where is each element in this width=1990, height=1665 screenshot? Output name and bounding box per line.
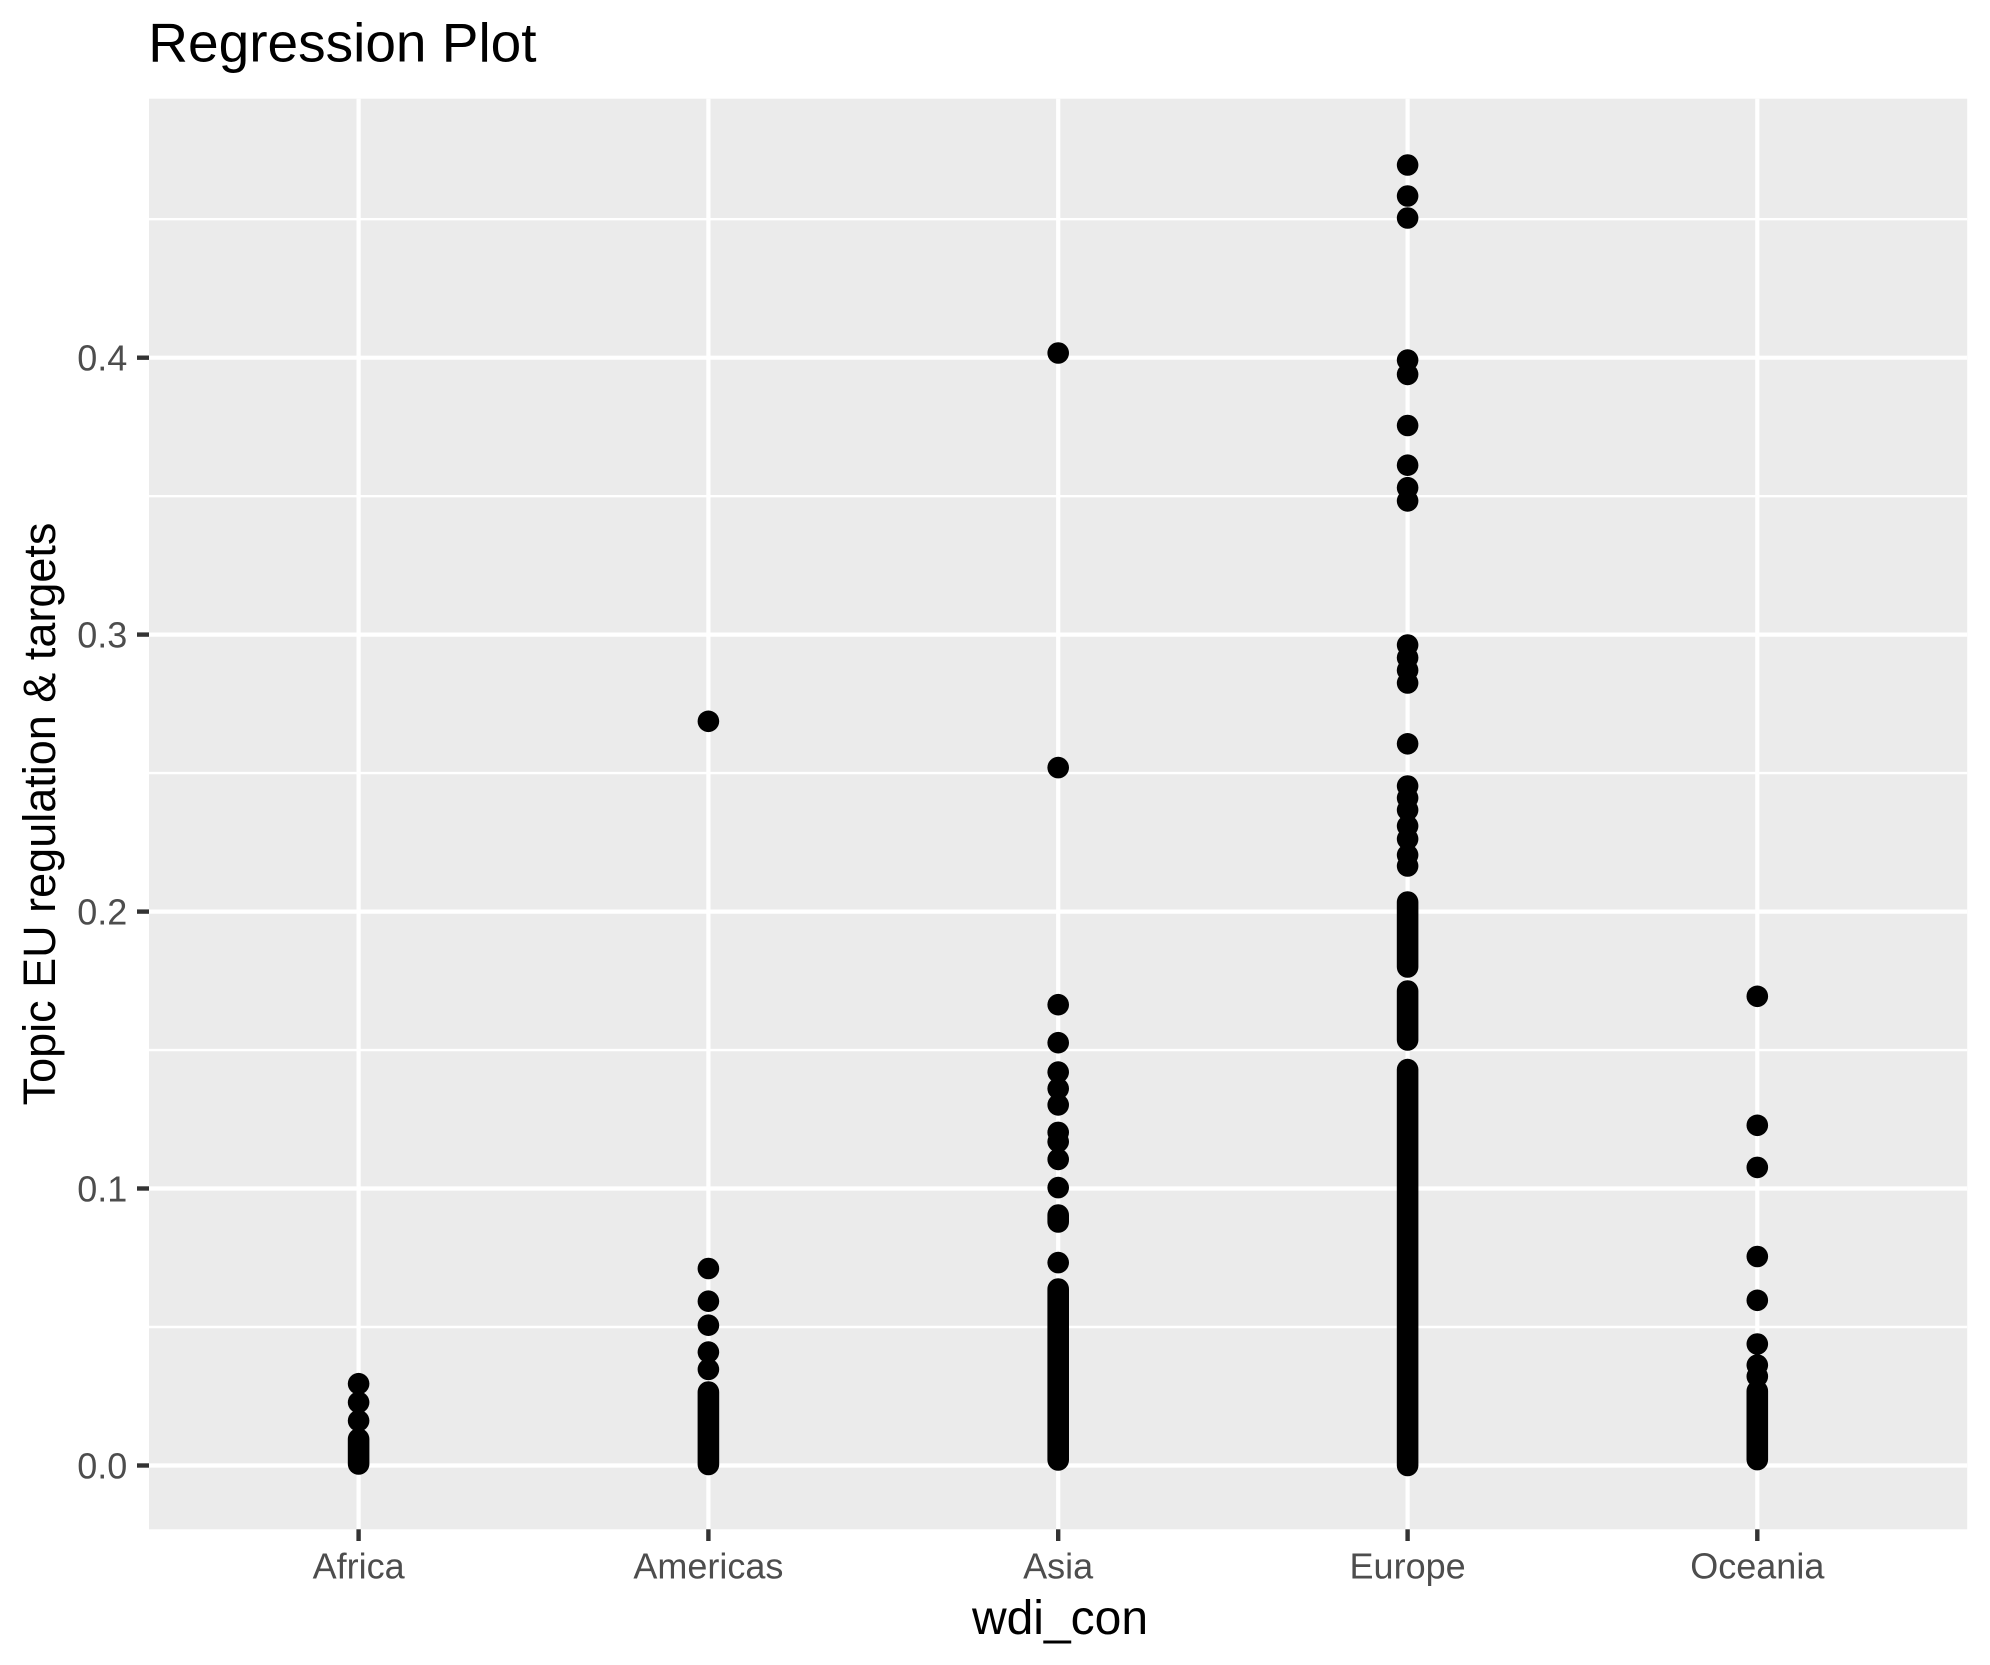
svg-text:Regression Plot: Regression Plot: [148, 12, 536, 74]
svg-text:Oceania: Oceania: [1690, 1546, 1825, 1587]
svg-text:0.3: 0.3: [77, 615, 127, 656]
svg-text:Topic EU regulation & targets: Topic EU regulation & targets: [14, 523, 65, 1106]
svg-text:Asia: Asia: [1023, 1546, 1094, 1587]
svg-text:0.1: 0.1: [77, 1168, 127, 1209]
svg-text:0.2: 0.2: [77, 892, 127, 933]
svg-text:Europe: Europe: [1350, 1546, 1466, 1587]
svg-text:0.4: 0.4: [77, 338, 127, 379]
svg-text:Africa: Africa: [313, 1546, 406, 1587]
svg-text:wdi_con: wdi_con: [971, 1592, 1148, 1645]
svg-text:Americas: Americas: [633, 1546, 783, 1587]
svg-text:0.0: 0.0: [77, 1445, 127, 1486]
